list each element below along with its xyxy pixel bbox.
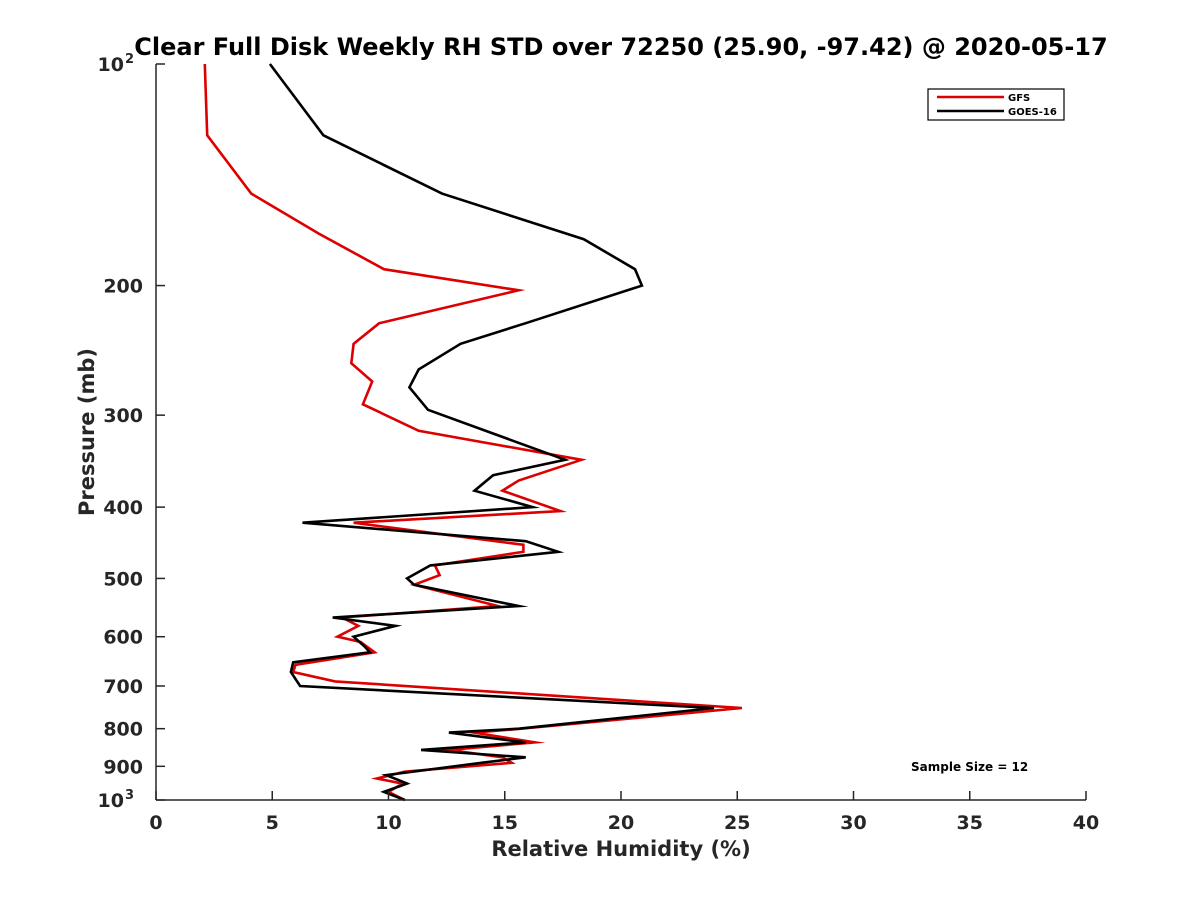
y-tick-label: 10 — [98, 54, 124, 76]
series-line-goes16 — [268, 63, 715, 802]
x-tick-label: 40 — [1073, 812, 1099, 834]
plot-lines — [203, 63, 743, 802]
x-tick-label: 20 — [608, 812, 634, 834]
legend-box — [927, 88, 1065, 121]
x-tick-label: 10 — [375, 812, 401, 834]
y-tick-label: 600 — [103, 627, 143, 649]
y-tick-label: 10 — [98, 790, 124, 812]
y-tick-label: 800 — [103, 719, 143, 741]
x-tick-label: 30 — [840, 812, 866, 834]
y-tick-label: 400 — [103, 497, 143, 519]
legend-label-gfs: GFS — [1008, 93, 1030, 104]
y-tick-label: 300 — [103, 405, 143, 427]
x-tick-label: 35 — [957, 812, 983, 834]
y-tick-label: 700 — [103, 676, 143, 698]
y-tick-label: 500 — [103, 568, 143, 590]
x-axis-label: Relative Humidity (%) — [491, 837, 750, 861]
chart-title: Clear Full Disk Weekly RH STD over 72250… — [134, 33, 1107, 61]
legend: GFS GOES-16 — [927, 88, 1065, 121]
x-tick-label: 0 — [149, 812, 162, 834]
sample-size-annotation: Sample Size = 12 — [911, 760, 1028, 774]
y-tick-label-exponent: 2 — [125, 52, 134, 67]
x-ticks: 0 5 10 15 20 25 30 35 40 — [149, 791, 1099, 834]
y-axis-label: Pressure (mb) — [75, 348, 99, 516]
legend-label-goes16: GOES-16 — [1008, 107, 1057, 118]
x-tick-label: 15 — [492, 812, 518, 834]
x-tick-label: 25 — [724, 812, 750, 834]
x-tick-label: 5 — [266, 812, 279, 834]
y-tick-label: 900 — [103, 756, 143, 778]
y-tick-label-exponent: 3 — [125, 788, 134, 803]
y-tick-label: 200 — [103, 276, 143, 298]
